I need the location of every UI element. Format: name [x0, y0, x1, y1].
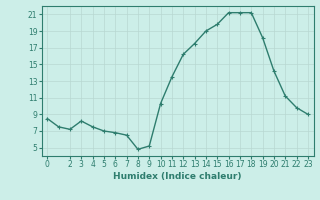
X-axis label: Humidex (Indice chaleur): Humidex (Indice chaleur)	[113, 172, 242, 181]
